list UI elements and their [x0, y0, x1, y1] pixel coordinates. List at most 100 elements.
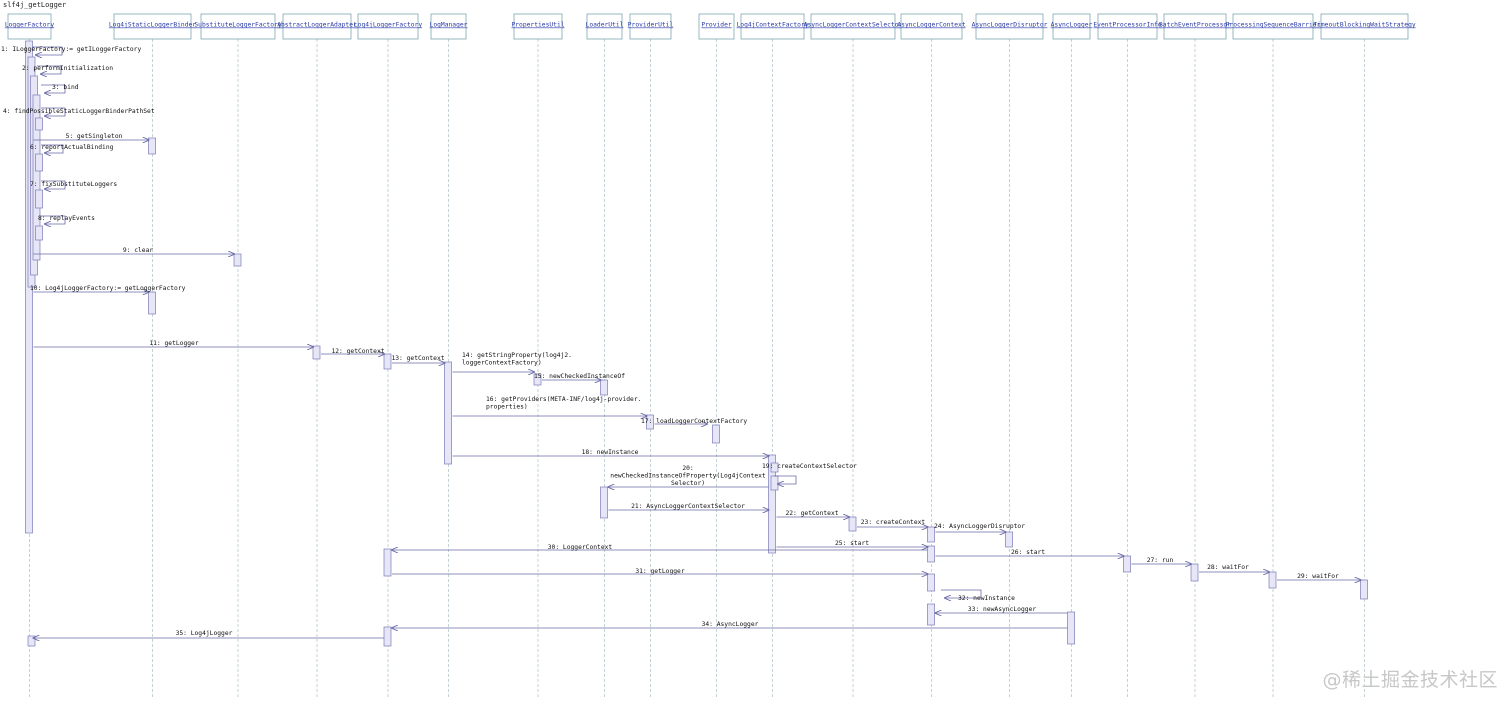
activation-bar — [35, 153, 43, 172]
participant-Log4jStaticLoggerBinder: Log4jStaticLoggerBinder — [109, 13, 196, 40]
message-33: 33: newAsyncLogger — [936, 606, 1068, 613]
watermark: @稀土掘金技术社区 — [1322, 669, 1498, 691]
participant-box — [629, 13, 672, 40]
activation-bar — [712, 424, 720, 444]
message-label: 9: clear — [123, 247, 154, 254]
message-label: 27: run — [1147, 557, 1174, 564]
participant-label: AsyncLoggerDisruptor — [972, 22, 1048, 29]
message-32: 32: newInstance — [941, 589, 1015, 602]
participant-box — [513, 13, 563, 40]
message-19: 19: createContextSelector — [762, 463, 857, 484]
message-label: 6: reportActualBinding — [30, 144, 114, 151]
participant-box — [357, 13, 419, 40]
activation-bar — [148, 291, 156, 315]
message-label: loggerContextFactory) — [462, 360, 542, 367]
participant-label: LoaderUtil — [586, 22, 624, 29]
message-label: 32: newInstance — [958, 595, 1015, 602]
message-label: 23: createContext — [861, 519, 926, 526]
message-arrow — [41, 144, 64, 153]
participant-AsyncLoggerContext: AsyncLoggerContext — [897, 13, 966, 40]
participant-AsyncLoggerDisruptor: AsyncLoggerDisruptor — [972, 13, 1048, 40]
participant-BatchEventProcessor: BatchEventProcessor — [1159, 13, 1231, 40]
message-11: 11: getLogger — [33, 340, 314, 347]
activation-bar — [1190, 563, 1199, 582]
message-label: 12: getContext — [331, 348, 384, 355]
participant-label: LoggerFactory — [5, 22, 54, 29]
message-label: 16: getProviders(META-INF/log4j-provider… — [486, 396, 641, 403]
message-24: 24: AsyncLoggerDisruptor — [934, 523, 1025, 532]
participants: LoggerFactory Log4jStaticLoggerBinderSubs… — [5, 13, 1416, 40]
message-label: Selector) — [671, 480, 705, 487]
activation-bar — [35, 225, 43, 241]
messages: 1: ILoggerFactory:= getILoggerFactory 2: … — [1, 46, 1361, 638]
participant-SubstituteLoggerFactory: SubstituteLoggerFactory — [194, 13, 282, 40]
message-25: 25: start — [776, 540, 928, 547]
diagram-title: slf4j_getLogger — [3, 1, 66, 9]
activation-bar — [1268, 571, 1277, 589]
message-13: 13: getContext — [391, 355, 444, 363]
participant-label: AsyncLogger — [1051, 22, 1093, 29]
message-6: 6: reportActualBinding — [30, 144, 114, 153]
message-arrow — [32, 46, 63, 55]
participant-box — [740, 13, 805, 40]
participant-box — [282, 13, 352, 40]
participant-Log4jLoggerFactory: Log4jLoggerFactory — [354, 13, 422, 40]
message-label: 2: performInitialization — [22, 65, 113, 72]
activation-bar — [35, 189, 43, 209]
message-label: 14: getStringProperty(log4j2. — [462, 352, 572, 359]
activation-bar — [148, 137, 156, 155]
participant-LoggerFactory: LoggerFactory — [5, 13, 54, 40]
message-2: 2: performInitialization — [22, 65, 113, 74]
participant-label: EventProcessorInfo — [1093, 22, 1161, 29]
message-arrow — [41, 84, 66, 93]
message-arrow — [941, 589, 982, 598]
participant-label: ProviderUtil — [628, 22, 674, 29]
message-label: 25: start — [835, 540, 869, 547]
activation-bar — [600, 486, 608, 519]
participant-label: LogManager — [430, 22, 468, 29]
message-label: 30: LoggerContext — [548, 544, 613, 551]
message-label: properties) — [486, 404, 528, 411]
participant-label: ProcessingSequenceBarrier — [1226, 22, 1321, 29]
lifelines — [29, 39, 1365, 698]
participant-label: Log4jStaticLoggerBinder — [109, 22, 196, 29]
participant-box — [113, 13, 192, 40]
message-label: 10: Log4jLoggerFactory:= getLoggerFactor… — [30, 285, 186, 292]
participant-AbstractLoggerAdapter: AbstractLoggerAdapter — [277, 13, 357, 40]
message-9: 9: clear — [33, 247, 235, 254]
activation-bar — [32, 94, 41, 261]
message-label: 18: newInstance — [582, 449, 639, 456]
message-16: 16: getProviders(META-INF/log4j-provider… — [452, 396, 647, 416]
message-7: 7: fixSubstituteLoggers — [30, 180, 117, 189]
message-arrow — [774, 475, 797, 484]
message-label: 31: getLogger — [635, 568, 684, 575]
message-8: 8: replayEvents — [38, 215, 95, 224]
message-4: 4: findPossibleStaticLoggerBinderPathSet — [3, 107, 155, 116]
participant-Provider: Provider — [698, 13, 735, 40]
activation-bar — [1123, 555, 1131, 573]
participant-box — [810, 13, 896, 40]
message-1: 1: ILoggerFactory:= getILoggerFactory — [1, 46, 141, 55]
message-15: 15: newCheckedInstanceOf — [534, 373, 625, 380]
activations — [25, 40, 1368, 647]
participant-label: AsyncLoggerContext — [897, 22, 965, 29]
message-label: 1: ILoggerFactory:= getILoggerFactory — [1, 46, 141, 53]
message-arrow — [41, 180, 66, 189]
message-35: 35: Log4jLogger — [34, 630, 384, 638]
message-label: 19: createContextSelector — [762, 463, 857, 470]
participant-Log4jContextFactory: Log4jContextFactory — [736, 13, 809, 40]
participant-label: AsyncLoggerContextSelector — [804, 22, 903, 29]
message-label: 22: getContext — [785, 510, 838, 517]
message-10: 10: Log4jLoggerFactory:= getLoggerFactor… — [30, 285, 186, 292]
participant-box — [1232, 13, 1314, 40]
activation-bar — [927, 603, 935, 626]
participant-ProcessingSequenceBarrier: ProcessingSequenceBarrier — [1226, 13, 1321, 40]
message-label: 11: getLogger — [149, 340, 198, 347]
participant-ProviderUtil: ProviderUtil — [628, 13, 674, 40]
message-26: 26: start — [935, 549, 1124, 556]
participant-EventProcessorInfo: EventProcessorInfo — [1093, 13, 1162, 40]
activation-bar — [646, 414, 654, 430]
message-arrow — [41, 215, 66, 224]
participant-label: SubstituteLoggerFactory — [194, 22, 281, 29]
activation-bar — [770, 475, 779, 491]
